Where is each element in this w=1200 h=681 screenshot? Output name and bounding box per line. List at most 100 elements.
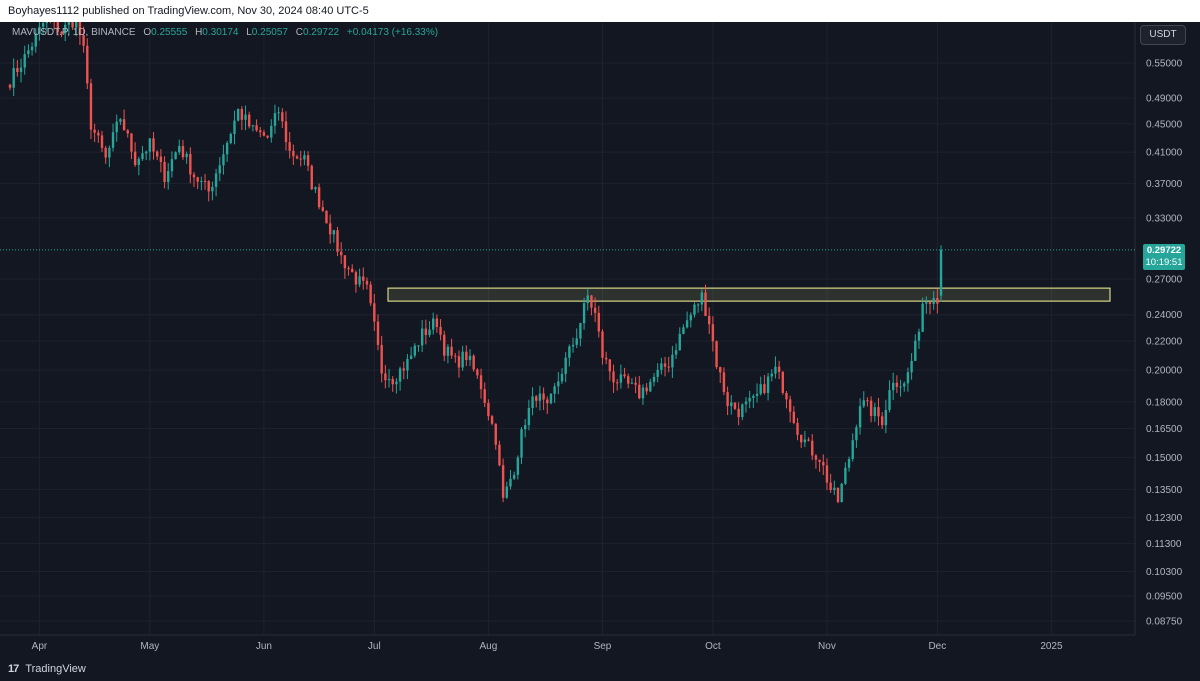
candle-body xyxy=(236,108,240,121)
candle-body xyxy=(936,298,939,304)
candle-body xyxy=(30,46,34,51)
candle-body xyxy=(174,152,177,160)
high-value: 0.30174 xyxy=(202,27,239,38)
candle-body xyxy=(340,251,343,256)
candle-body xyxy=(840,483,843,503)
candle-body xyxy=(262,132,266,136)
candle-body xyxy=(601,331,604,358)
candle-body xyxy=(203,180,207,182)
candle-body xyxy=(928,302,932,304)
currency-button[interactable]: USDT xyxy=(1140,25,1186,45)
candle-body xyxy=(450,346,453,356)
candle-body xyxy=(391,379,394,385)
candle-body xyxy=(406,358,409,371)
candle-body xyxy=(630,382,634,384)
candle-body xyxy=(814,455,818,460)
candle-body xyxy=(869,400,873,416)
candle-body xyxy=(240,108,244,120)
candle-body xyxy=(579,323,582,339)
candle-body xyxy=(343,255,347,269)
y-tick-label: 0.12300 xyxy=(1146,513,1183,524)
candle-body xyxy=(23,54,26,68)
candle-body xyxy=(325,210,328,224)
candle-body xyxy=(866,400,869,402)
open-value: 0.25555 xyxy=(151,27,188,38)
candle-body xyxy=(899,386,902,388)
candle-body xyxy=(660,363,663,370)
candle-body xyxy=(476,369,479,376)
candle-body xyxy=(373,303,376,322)
candle-body xyxy=(369,284,372,304)
candle-body xyxy=(512,474,516,479)
y-tick-label: 0.18000 xyxy=(1146,398,1183,409)
candle-body xyxy=(627,376,630,384)
candle-body xyxy=(225,142,229,155)
candle-body xyxy=(60,31,63,34)
candle-body xyxy=(582,303,586,324)
x-tick-label: Oct xyxy=(705,641,721,652)
candle-body xyxy=(251,125,255,127)
candle-body xyxy=(612,371,615,383)
candle-body xyxy=(347,268,350,270)
candle-body xyxy=(770,373,773,377)
candle-body xyxy=(395,381,398,385)
price-chart[interactable]: 0.55000 0.49000 0.45000 0.41000 0.37000 0.330… xyxy=(0,22,1200,657)
candle-body xyxy=(520,429,523,458)
candle-body xyxy=(100,135,104,148)
candle-body xyxy=(299,158,302,160)
candle-body xyxy=(281,112,284,122)
candle-body xyxy=(516,457,520,475)
candle-body xyxy=(126,130,129,134)
candle-body xyxy=(498,444,501,466)
candle-body xyxy=(917,331,921,341)
candle-body xyxy=(531,396,534,409)
y-tick-label: 0.10300 xyxy=(1146,567,1183,578)
published-header: Boyhayes1112 published on TradingView.co… xyxy=(0,0,1200,22)
candle-body xyxy=(178,146,181,153)
candle-body xyxy=(792,411,796,423)
tradingview-brand: TradingView xyxy=(25,663,86,675)
candle-body xyxy=(119,119,122,122)
candle-body xyxy=(888,390,891,410)
candle-body xyxy=(409,355,413,359)
x-tick-label: Dec xyxy=(928,641,946,652)
candle-body xyxy=(446,346,450,356)
candle-body xyxy=(34,33,37,47)
candle-body xyxy=(693,304,696,315)
candle-body xyxy=(487,402,490,417)
candle-body xyxy=(674,350,678,355)
candle-body xyxy=(310,165,313,190)
candle-body xyxy=(678,333,681,351)
y-tick-label: 0.08750 xyxy=(1146,617,1183,628)
candle-body xyxy=(689,314,692,321)
y-tick-label: 0.24000 xyxy=(1146,310,1183,321)
candle-body xyxy=(741,404,744,418)
candle-body xyxy=(641,387,645,399)
candle-body xyxy=(192,174,196,178)
candle-body xyxy=(483,389,486,403)
candle-body xyxy=(597,312,600,332)
candle-body xyxy=(133,151,137,165)
candle-body xyxy=(704,292,707,316)
candle-body xyxy=(328,223,332,235)
candle-body xyxy=(152,138,155,152)
published-text: Boyhayes1112 published on TradingView.co… xyxy=(8,5,369,17)
candle-body xyxy=(380,344,383,374)
candle-body xyxy=(892,382,895,391)
y-tick-label: 0.09500 xyxy=(1146,592,1183,603)
y-tick-label: 0.15000 xyxy=(1146,453,1183,464)
candle-body xyxy=(667,366,670,368)
candle-body xyxy=(181,146,185,158)
candle-body xyxy=(75,22,78,28)
candle-body xyxy=(97,132,100,136)
candle-body xyxy=(755,393,759,396)
candle-body xyxy=(575,338,578,345)
candle-body xyxy=(781,371,784,393)
candle-body xyxy=(652,376,656,382)
candle-body xyxy=(67,22,71,25)
candle-body xyxy=(244,114,247,120)
candle-body xyxy=(218,165,221,174)
y-tick-label: 0.45000 xyxy=(1146,119,1183,130)
candle-body xyxy=(336,230,339,252)
candle-body xyxy=(663,363,667,367)
